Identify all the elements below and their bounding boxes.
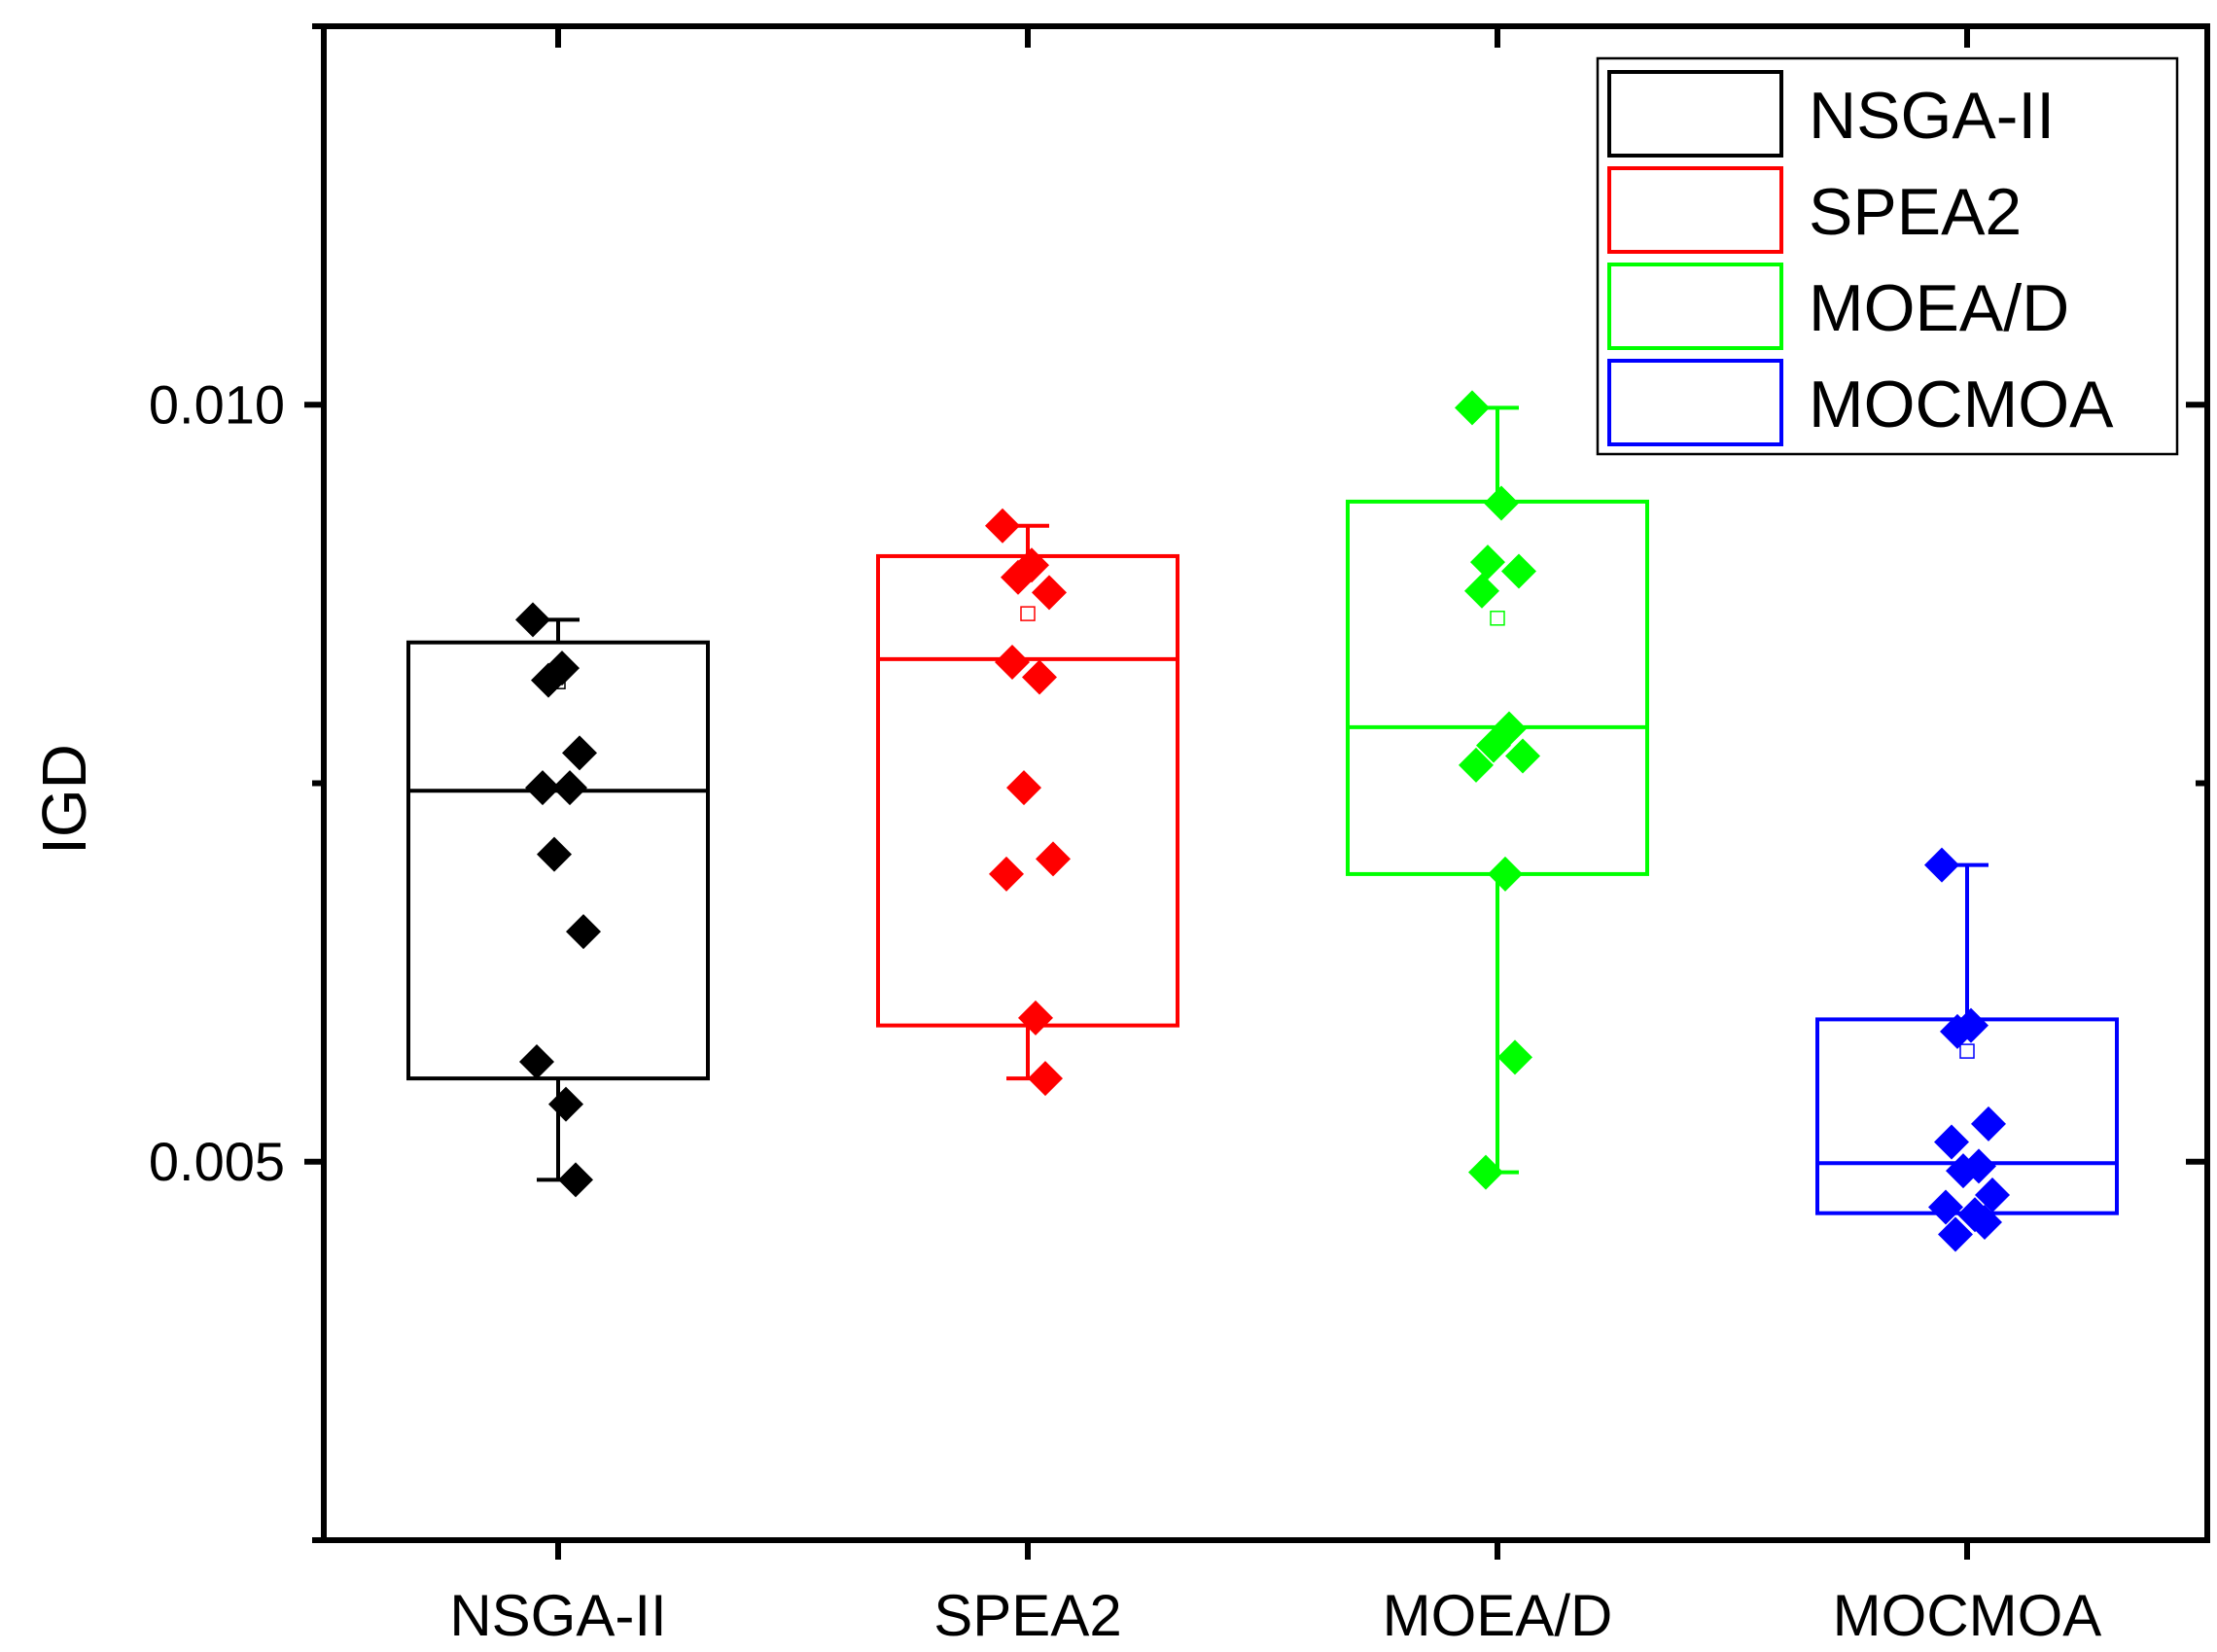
box-nsga-ii <box>406 640 710 1081</box>
data-point-mocmoa <box>1946 1153 1981 1189</box>
data-point-nsga-ii <box>519 1043 554 1079</box>
data-point-moea-d <box>1464 573 1499 609</box>
legend-label-nsga-ii: NSGA-II <box>1809 79 2055 153</box>
y-axis-label: IGD <box>29 744 99 855</box>
data-point-moea-d <box>1497 1039 1532 1075</box>
data-point-spea2 <box>1028 1061 1063 1097</box>
data-point-moea-d <box>1468 1154 1503 1190</box>
data-point-moea-d <box>1484 485 1519 521</box>
data-point-nsga-ii <box>562 735 597 771</box>
data-point-nsga-ii <box>531 662 566 698</box>
data-point-moea-d <box>1476 727 1511 763</box>
data-point-mocmoa <box>1928 1189 1963 1225</box>
data-point-spea2 <box>995 644 1030 680</box>
legend: NSGA-II SPEA2 MOEA/D MOCMOA <box>1596 56 2179 456</box>
data-point-spea2 <box>1022 659 1057 695</box>
mean-marker-moea-d <box>1490 611 1505 626</box>
legend-frame <box>1596 56 2179 456</box>
data-point-spea2 <box>1001 559 1036 595</box>
legend-label-spea2: SPEA2 <box>1809 175 2022 249</box>
legend-swatch-nsga-ii <box>1607 70 1783 158</box>
data-point-moea-d <box>1459 747 1494 783</box>
data-point-nsga-ii <box>558 1162 593 1198</box>
data-point-moea-d <box>1505 738 1540 774</box>
data-point-spea2 <box>1032 575 1067 611</box>
data-point-mocmoa <box>1934 1124 1969 1160</box>
data-point-nsga-ii <box>548 1086 583 1122</box>
legend-swatch-mocmoa <box>1607 359 1783 446</box>
x-tick-label: NSGA-II <box>449 1583 666 1648</box>
data-point-spea2 <box>1018 1000 1053 1036</box>
data-point-nsga-ii <box>566 914 601 950</box>
data-point-mocmoa <box>1940 1013 1975 1049</box>
x-tick-label: MOEA/D <box>1383 1583 1613 1648</box>
data-point-mocmoa <box>1924 847 1959 883</box>
points-layer <box>515 390 2010 1252</box>
data-point-moea-d <box>1455 390 1490 426</box>
data-point-nsga-ii <box>525 770 560 806</box>
x-tick-label: SPEA2 <box>933 1583 1121 1648</box>
y-tick-label: 0.005 <box>149 1131 285 1192</box>
data-point-spea2 <box>1006 770 1041 806</box>
ticks-layer: 0.005 0.010 NSGA-II SPEA2 MOEA/D MOCMOA <box>149 23 2207 1648</box>
legend-swatch-moea-d <box>1607 263 1783 350</box>
data-point-nsga-ii <box>537 836 572 872</box>
mean-marker-mocmoa <box>1959 1043 1975 1059</box>
legend-label-mocmoa: MOCMOA <box>1809 368 2114 441</box>
data-point-spea2 <box>985 508 1020 544</box>
data-point-spea2 <box>989 856 1024 892</box>
legend-swatch-spea2 <box>1607 166 1783 254</box>
data-point-mocmoa <box>1971 1106 2006 1142</box>
legend-label-moea-d: MOEA/D <box>1809 271 2069 345</box>
data-point-mocmoa <box>1967 1205 2002 1241</box>
data-point-nsga-ii <box>515 602 550 638</box>
data-point-spea2 <box>1036 841 1071 877</box>
x-tick-label: MOCMOA <box>1833 1583 2102 1648</box>
data-point-nsga-ii <box>552 770 587 806</box>
y-tick-label: 0.010 <box>149 373 285 435</box>
mean-marker-spea2 <box>1020 606 1036 621</box>
data-point-moea-d <box>1470 545 1505 580</box>
data-point-mocmoa <box>1938 1216 1973 1252</box>
data-point-mocmoa <box>1975 1177 2010 1213</box>
data-point-moea-d <box>1501 553 1536 589</box>
data-point-moea-d <box>1488 856 1523 892</box>
